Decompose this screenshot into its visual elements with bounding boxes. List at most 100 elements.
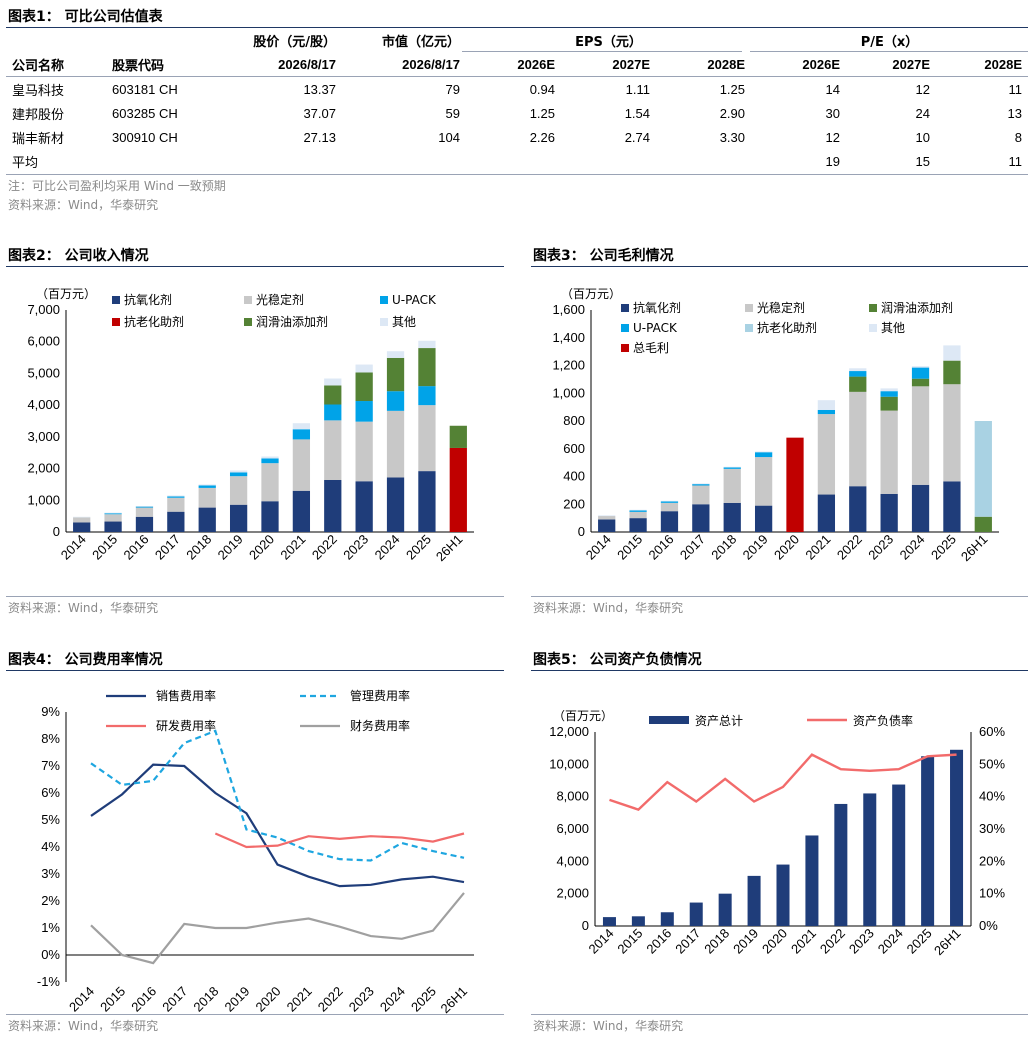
x-tick-label: 2014 (583, 532, 614, 563)
legend-swatch (869, 324, 877, 332)
legend-label: 财务费用率 (350, 718, 410, 733)
bar-segment (911, 386, 930, 485)
legend-label: 光稳定剂 (256, 292, 304, 307)
x-tick-label: 2015 (614, 532, 645, 563)
legend-label: U-PACK (633, 321, 678, 335)
bar-segment (104, 521, 122, 532)
x-tick-label: 2018 (190, 984, 221, 1014)
stock-code-cell: 603285 CH (112, 105, 178, 121)
y-axis-unit-label: （百万元） (36, 287, 96, 301)
y-tick-label: 1,200 (552, 358, 585, 373)
x-tick-label: 2022 (817, 926, 848, 957)
y-tick-label: 200 (563, 496, 585, 511)
bar-segment (660, 501, 679, 503)
company-name-cell: 平均 (12, 155, 39, 171)
bar-segment (849, 486, 867, 532)
legend-label: 光稳定剂 (757, 300, 805, 315)
value-cell (342, 149, 466, 173)
asset-bar (602, 917, 616, 926)
bar-segment (880, 410, 898, 494)
x-tick-label: 26H1 (433, 532, 466, 565)
header-code: 股票代码 (112, 58, 165, 74)
bar-segment (817, 414, 836, 495)
value-cell: 1.54 (624, 105, 650, 121)
y-tick-label: 5,000 (27, 365, 60, 380)
bar-segment (911, 366, 930, 368)
stock-code-cell (106, 149, 226, 173)
bar-segment (629, 510, 647, 512)
y-tick-label: 3,000 (27, 429, 60, 444)
x-tick-label: 2021 (284, 984, 315, 1014)
y-tick-label: 6% (41, 785, 60, 800)
fig2-bottom-rule (6, 596, 504, 597)
asset-bar (921, 756, 935, 926)
value-cell (466, 149, 561, 173)
fig3-top-rule (531, 266, 1028, 267)
legend-label: 抗氧化剂 (633, 300, 681, 315)
legend-swatch (745, 304, 753, 312)
fig5-source: 资料来源：Wind，华泰研究 (533, 1019, 684, 1033)
bar-segment (974, 516, 992, 532)
series-line (214, 832, 465, 849)
x-tick-label: 2017 (159, 984, 190, 1014)
bar-segment (849, 376, 867, 392)
x-tick-label: 2018 (183, 532, 214, 563)
legend-label: 其他 (881, 321, 905, 335)
value-cell: 37.07 (303, 105, 336, 121)
x-tick-label: 2019 (730, 926, 761, 957)
x-tick-label: 2025 (928, 532, 959, 563)
header-pe-2027: 2027E (892, 56, 930, 72)
bar-segment (229, 504, 248, 532)
fig5-top-rule (531, 670, 1028, 671)
bar-segment (135, 507, 154, 517)
y-tick-label: 2,000 (27, 461, 60, 476)
y2-tick-label: 0% (979, 918, 998, 933)
x-tick-label: 2015 (89, 532, 120, 563)
fig4-top-rule (6, 670, 504, 671)
x-tick-label: 2020 (253, 984, 284, 1014)
y2-tick-label: 40% (979, 789, 1005, 804)
header-pe-2028: 2028E (984, 56, 1022, 72)
x-tick-label: 2014 (66, 984, 97, 1014)
value-cell: 30 (825, 105, 840, 121)
y-tick-label: 0 (582, 918, 589, 933)
x-tick-label: 2017 (672, 926, 703, 957)
bar-segment (292, 439, 311, 491)
legend-swatch (621, 344, 629, 352)
legend-swatch (621, 304, 629, 312)
value-cell: 104 (438, 129, 460, 145)
asset-bar (631, 916, 645, 926)
y-tick-label: 600 (563, 441, 585, 456)
bar-segment (386, 357, 405, 392)
asset-bar (660, 912, 674, 926)
bar-segment (692, 485, 710, 505)
bar-segment (911, 484, 930, 532)
eps-underline (462, 51, 742, 52)
x-tick-label: 2024 (377, 984, 408, 1014)
y-tick-label: 1,600 (552, 302, 585, 317)
bar-segment (355, 401, 373, 422)
bar-segment (198, 487, 216, 508)
x-tick-label: 2015 (97, 984, 128, 1014)
bar-segment (911, 367, 930, 379)
value-cell: 24 (915, 105, 930, 121)
bar-segment (261, 463, 279, 502)
value-cell: 13.37 (303, 81, 336, 97)
x-tick-label: 2020 (246, 532, 277, 563)
x-tick-label: 2019 (215, 532, 246, 563)
bar-segment (692, 484, 710, 486)
legend-label: 润滑油添加剂 (256, 314, 328, 329)
y-tick-label: 4,000 (27, 397, 60, 412)
legend-swatch (244, 296, 252, 304)
y-tick-label: 3% (41, 866, 60, 881)
table-header-row-2: 公司名称 股票代码 2026/8/17 2026/8/17 2026E 2027… (6, 52, 1028, 77)
table-title: 图表1： 可比公司估值表 (8, 9, 163, 25)
x-tick-label: 26H1 (931, 926, 964, 959)
y-tick-label: 10,000 (549, 756, 589, 771)
asset-bar (718, 893, 732, 926)
fig2-top-rule (6, 266, 504, 267)
bar-segment (418, 471, 436, 532)
table-row: 建邦股份 603285 CH 37.07 59 1.25 1.54 2.90 30 24 13 (6, 101, 1028, 125)
x-tick-label: 2019 (740, 532, 771, 563)
value-cell (656, 149, 751, 173)
